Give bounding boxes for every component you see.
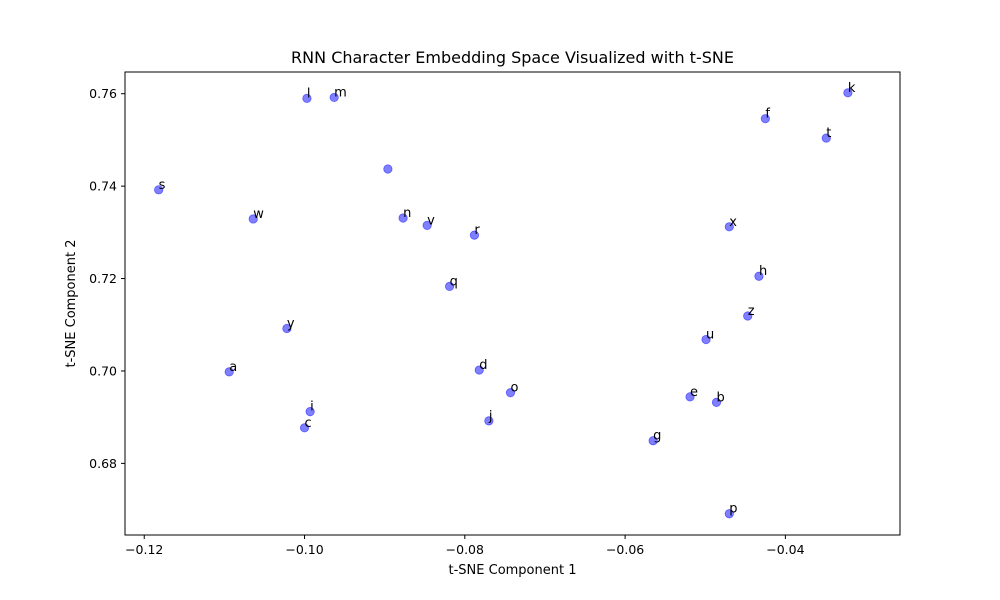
point-label: g	[653, 429, 661, 444]
x-tick-label: −0.10	[285, 542, 323, 557]
data-point	[505, 388, 516, 398]
point-label: p	[729, 502, 737, 517]
x-tick-label: −0.12	[125, 542, 163, 557]
data-point	[754, 271, 764, 281]
data-point	[444, 281, 455, 292]
data-point	[383, 164, 393, 174]
point-label: y	[287, 316, 295, 331]
data-point	[724, 509, 734, 519]
x-tick-label: −0.08	[446, 542, 484, 557]
point-label: a	[229, 360, 237, 375]
data-point	[224, 367, 234, 377]
data-point	[685, 392, 695, 402]
data-point	[760, 114, 770, 124]
point-label: c	[305, 416, 312, 431]
data-point	[469, 230, 480, 240]
data-point	[821, 133, 831, 143]
point-label: q	[450, 274, 458, 289]
y-tick-label: 0.72	[89, 271, 117, 286]
plot-area	[124, 71, 901, 536]
data-points: l m k f t s w n v r x h q z y u a d o e b i j c g p	[154, 81, 856, 519]
data-point	[154, 185, 164, 195]
data-point	[701, 334, 711, 345]
data-point	[299, 423, 310, 433]
data-point	[711, 397, 722, 407]
point-label: o	[510, 381, 518, 396]
data-point	[248, 214, 258, 224]
point-label: n	[403, 206, 411, 221]
data-point	[843, 88, 853, 98]
point-label: h	[759, 264, 767, 279]
point-label: m	[334, 85, 347, 100]
x-axis-label: t-SNE Component 1	[449, 563, 577, 578]
data-point	[484, 416, 494, 426]
point-label: k	[848, 81, 856, 96]
point-label: v	[427, 213, 435, 228]
point-label: z	[748, 304, 755, 319]
y-axis-ticks: 0.68 0.70 0.72 0.74 0.76	[89, 86, 125, 471]
point-label: f	[765, 107, 770, 122]
data-point	[329, 92, 339, 103]
point-label: w	[253, 207, 264, 222]
data-point	[305, 407, 315, 417]
x-tick-label: −0.04	[766, 542, 804, 557]
x-tick-label: −0.06	[606, 542, 644, 557]
data-point	[743, 311, 753, 321]
chart-title: RNN Character Embedding Space Visualized…	[291, 48, 734, 67]
point-label: i	[310, 400, 314, 415]
point-label: t	[826, 126, 831, 141]
point-label: u	[706, 328, 714, 343]
data-point	[474, 365, 484, 375]
y-axis-label: t-SNE Component 2	[64, 240, 79, 368]
y-tick-label: 0.70	[89, 363, 117, 378]
point-label: s	[159, 178, 166, 193]
y-tick-label: 0.76	[89, 86, 117, 101]
point-label: b	[716, 390, 724, 405]
data-point	[398, 213, 408, 223]
data-point	[282, 323, 292, 334]
data-point	[724, 222, 734, 232]
point-label: l	[307, 86, 311, 101]
x-axis-ticks: −0.12 −0.10 −0.08 −0.06 −0.04	[125, 535, 805, 557]
point-label: r	[474, 223, 480, 238]
point-label: e	[690, 385, 698, 400]
point-label: j	[488, 409, 493, 424]
data-point	[302, 93, 312, 103]
data-point	[648, 436, 658, 446]
data-point	[422, 220, 432, 231]
point-label: x	[729, 215, 737, 230]
y-tick-label: 0.68	[89, 456, 117, 471]
y-tick-label: 0.74	[89, 179, 117, 194]
point-label: d	[479, 358, 487, 373]
